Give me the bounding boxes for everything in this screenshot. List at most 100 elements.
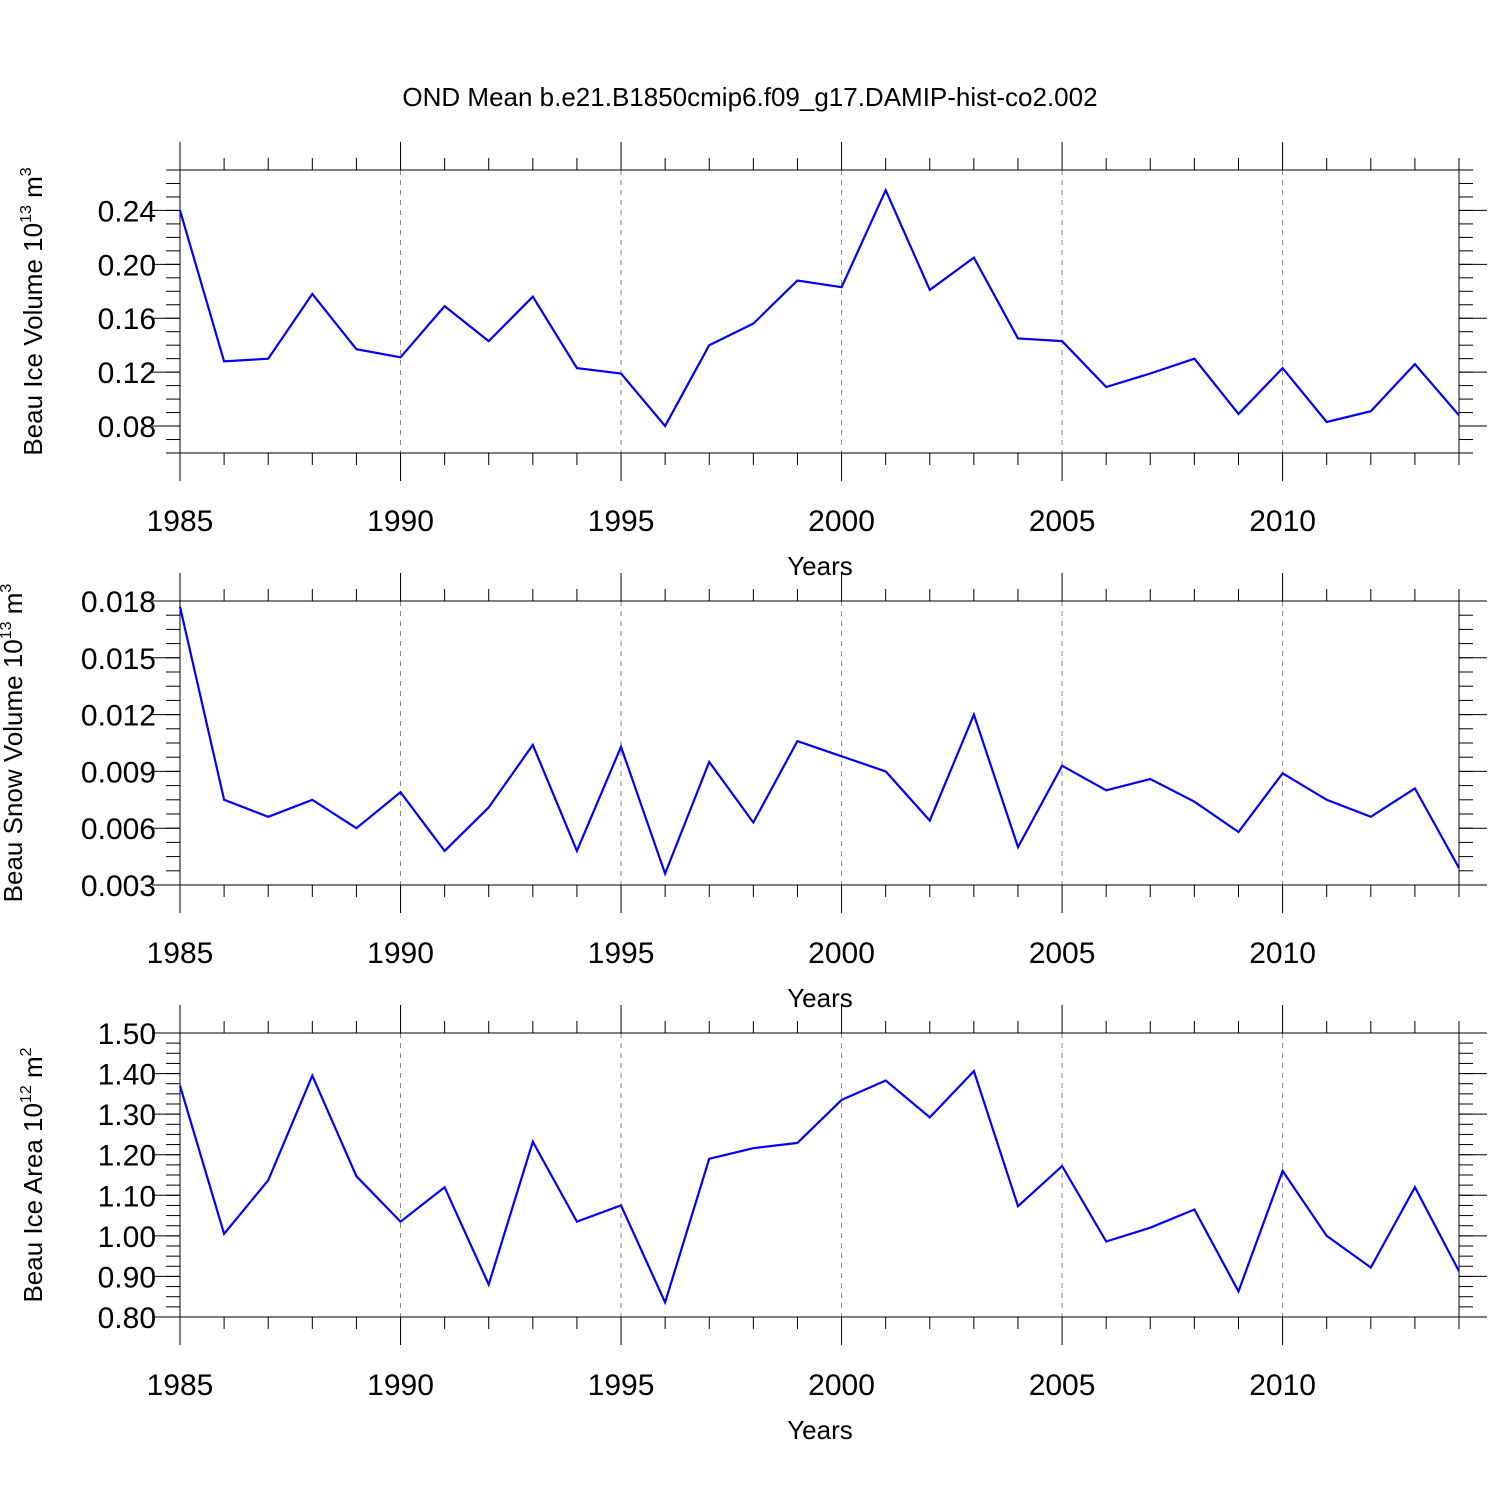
data-point-1985 xyxy=(178,1084,182,1088)
data-point-2001 xyxy=(884,1078,888,1082)
data-point-1994 xyxy=(575,849,579,853)
data-point-1989 xyxy=(354,347,358,351)
data-point-2007 xyxy=(1148,371,1152,375)
data-point-1991 xyxy=(443,1185,447,1189)
series-line-ice-volume xyxy=(178,187,1460,428)
data-point-1997 xyxy=(707,343,711,347)
y-tick-label: 0.009 xyxy=(81,756,156,789)
y-tick-label: 0.20 xyxy=(98,249,156,282)
x-tick-label: 1990 xyxy=(367,937,434,970)
data-point-2001 xyxy=(884,769,888,773)
data-point-2002 xyxy=(928,1115,932,1119)
y-tick-label: 0.08 xyxy=(98,411,156,444)
data-point-1993 xyxy=(531,295,535,299)
y-tick-label: 0.16 xyxy=(98,303,156,336)
x-tick-label: 1985 xyxy=(147,505,214,538)
x-axis-label: Years xyxy=(787,1415,853,1445)
y-axis-label: Beau Ice Area 1012 m2 xyxy=(18,1047,48,1302)
data-point-1986 xyxy=(222,359,226,363)
data-point-2009 xyxy=(1236,1289,1240,1293)
data-point-2005 xyxy=(1060,1164,1064,1168)
data-point-2010 xyxy=(1281,1169,1285,1173)
plot-frame xyxy=(179,1032,1460,1318)
x-tick-label: 2000 xyxy=(808,1369,875,1402)
x-tick-label: 1990 xyxy=(367,1369,434,1402)
data-point-2008 xyxy=(1192,800,1196,804)
y-tick-label: 0.018 xyxy=(81,586,156,619)
data-point-2012 xyxy=(1369,815,1373,819)
data-point-2002 xyxy=(928,819,932,823)
data-point-2000 xyxy=(840,285,844,289)
y-axis-label: Beau Ice Volume 1013 m3 xyxy=(18,167,48,455)
data-point-2014 xyxy=(1457,1269,1461,1273)
x-tick-label: 2005 xyxy=(1029,1369,1096,1402)
data-point-1990 xyxy=(399,790,403,794)
y-tick-label: 0.90 xyxy=(98,1261,156,1294)
data-point-2011 xyxy=(1325,798,1329,802)
data-point-1996 xyxy=(663,1300,667,1304)
data-point-2002 xyxy=(928,288,932,292)
panel-ice-volume: 1985 1990 1995 2000 2005 2010 Years 0.08 0.12 0.1… xyxy=(18,142,1487,581)
y-tick-label: 0.015 xyxy=(81,643,156,676)
data-point-2012 xyxy=(1369,1266,1373,1270)
data-point-1986 xyxy=(222,798,226,802)
data-point-2007 xyxy=(1148,1226,1152,1230)
x-tick-label: 1985 xyxy=(147,1369,214,1402)
x-tick-label: 2010 xyxy=(1249,505,1316,538)
data-point-1987 xyxy=(266,815,270,819)
y-tick-label: 1.10 xyxy=(98,1180,156,1213)
data-point-2010 xyxy=(1281,366,1285,370)
data-point-2011 xyxy=(1325,420,1329,424)
data-point-1991 xyxy=(443,849,447,853)
data-point-2005 xyxy=(1060,339,1064,343)
data-point-2013 xyxy=(1413,786,1417,790)
data-point-2000 xyxy=(840,754,844,758)
x-tick-label: 2000 xyxy=(808,505,875,538)
data-point-1998 xyxy=(751,821,755,825)
panel-snow-volume: 1985 1990 1995 2000 2005 2010 Years 0.003 0.006 0… xyxy=(0,573,1487,1013)
x-tick-label: 2000 xyxy=(808,937,875,970)
x-tick-label: 2005 xyxy=(1029,505,1096,538)
data-point-1995 xyxy=(619,1203,623,1207)
y-tick-label: 0.006 xyxy=(81,813,156,846)
data-point-1999 xyxy=(795,279,799,283)
y-tick-label: 0.80 xyxy=(98,1302,156,1335)
data-point-1985 xyxy=(178,605,182,609)
y-axis-label: Beau Snow Volume 1013 m3 xyxy=(0,584,28,903)
data-point-2008 xyxy=(1192,357,1196,361)
series-line-ice-area xyxy=(178,1069,1460,1306)
data-point-2000 xyxy=(840,1098,844,1102)
data-point-1994 xyxy=(575,1220,579,1224)
data-point-1992 xyxy=(487,1283,491,1287)
data-point-2004 xyxy=(1016,336,1020,340)
x-axis-label: Years xyxy=(787,983,853,1013)
data-point-1987 xyxy=(266,357,270,361)
y-tick-label: 1.20 xyxy=(98,1140,156,1173)
plot-frame xyxy=(179,169,1460,454)
y-tick-label: 1.00 xyxy=(98,1221,156,1254)
x-tick-label: 1995 xyxy=(588,937,655,970)
data-point-1998 xyxy=(751,322,755,326)
data-point-2009 xyxy=(1236,412,1240,416)
data-point-1995 xyxy=(619,745,623,749)
x-tick-label: 1995 xyxy=(588,505,655,538)
y-tick-label: 0.12 xyxy=(98,357,156,390)
y-tick-label: 0.012 xyxy=(81,700,156,733)
panel-ice-area: 1985 1990 1995 2000 2005 2010 Years 0.80 0.90 1.0… xyxy=(18,1005,1487,1445)
data-point-1997 xyxy=(707,1157,711,1161)
data-point-1991 xyxy=(443,304,447,308)
data-point-2014 xyxy=(1457,413,1461,417)
data-point-1996 xyxy=(663,424,667,428)
data-point-2012 xyxy=(1369,409,1373,413)
data-point-1986 xyxy=(222,1232,226,1236)
data-point-2009 xyxy=(1236,830,1240,834)
data-point-1996 xyxy=(663,872,667,876)
plot-frame xyxy=(179,600,1460,886)
data-point-2014 xyxy=(1457,866,1461,870)
data-point-1988 xyxy=(310,1074,314,1078)
data-point-2003 xyxy=(972,256,976,260)
y-tick-label: 1.50 xyxy=(98,1018,156,1051)
x-axis-label: Years xyxy=(787,551,853,581)
y-tick-label: 0.24 xyxy=(98,195,156,228)
